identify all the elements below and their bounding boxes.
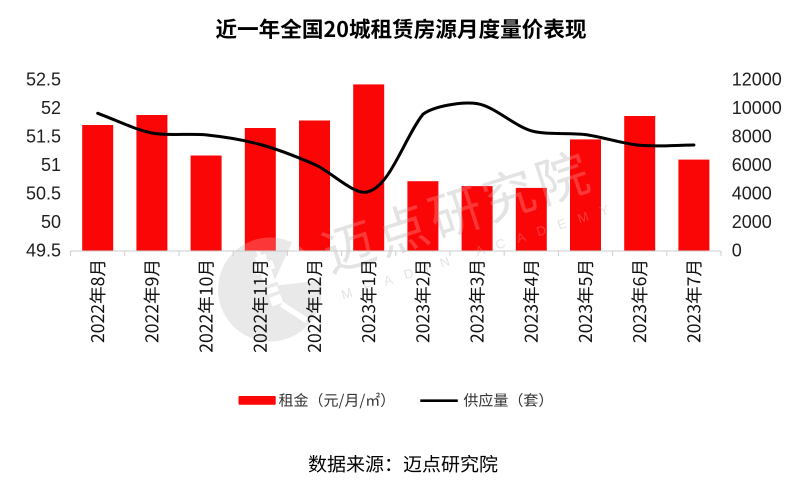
svg-text:49.5: 49.5 [26, 241, 61, 261]
svg-text:50.5: 50.5 [26, 184, 61, 204]
svg-text:4000: 4000 [732, 184, 772, 204]
svg-text:51: 51 [41, 155, 61, 175]
svg-text:2000: 2000 [732, 212, 772, 232]
svg-text:12000: 12000 [732, 70, 782, 90]
svg-text:10000: 10000 [732, 98, 782, 118]
svg-text:51.5: 51.5 [26, 127, 61, 147]
svg-text:50: 50 [41, 212, 61, 232]
svg-text:6000: 6000 [732, 155, 772, 175]
svg-text:52: 52 [41, 98, 61, 118]
svg-text:8000: 8000 [732, 127, 772, 147]
svg-text:0: 0 [732, 241, 742, 261]
svg-text:52.5: 52.5 [26, 70, 61, 90]
